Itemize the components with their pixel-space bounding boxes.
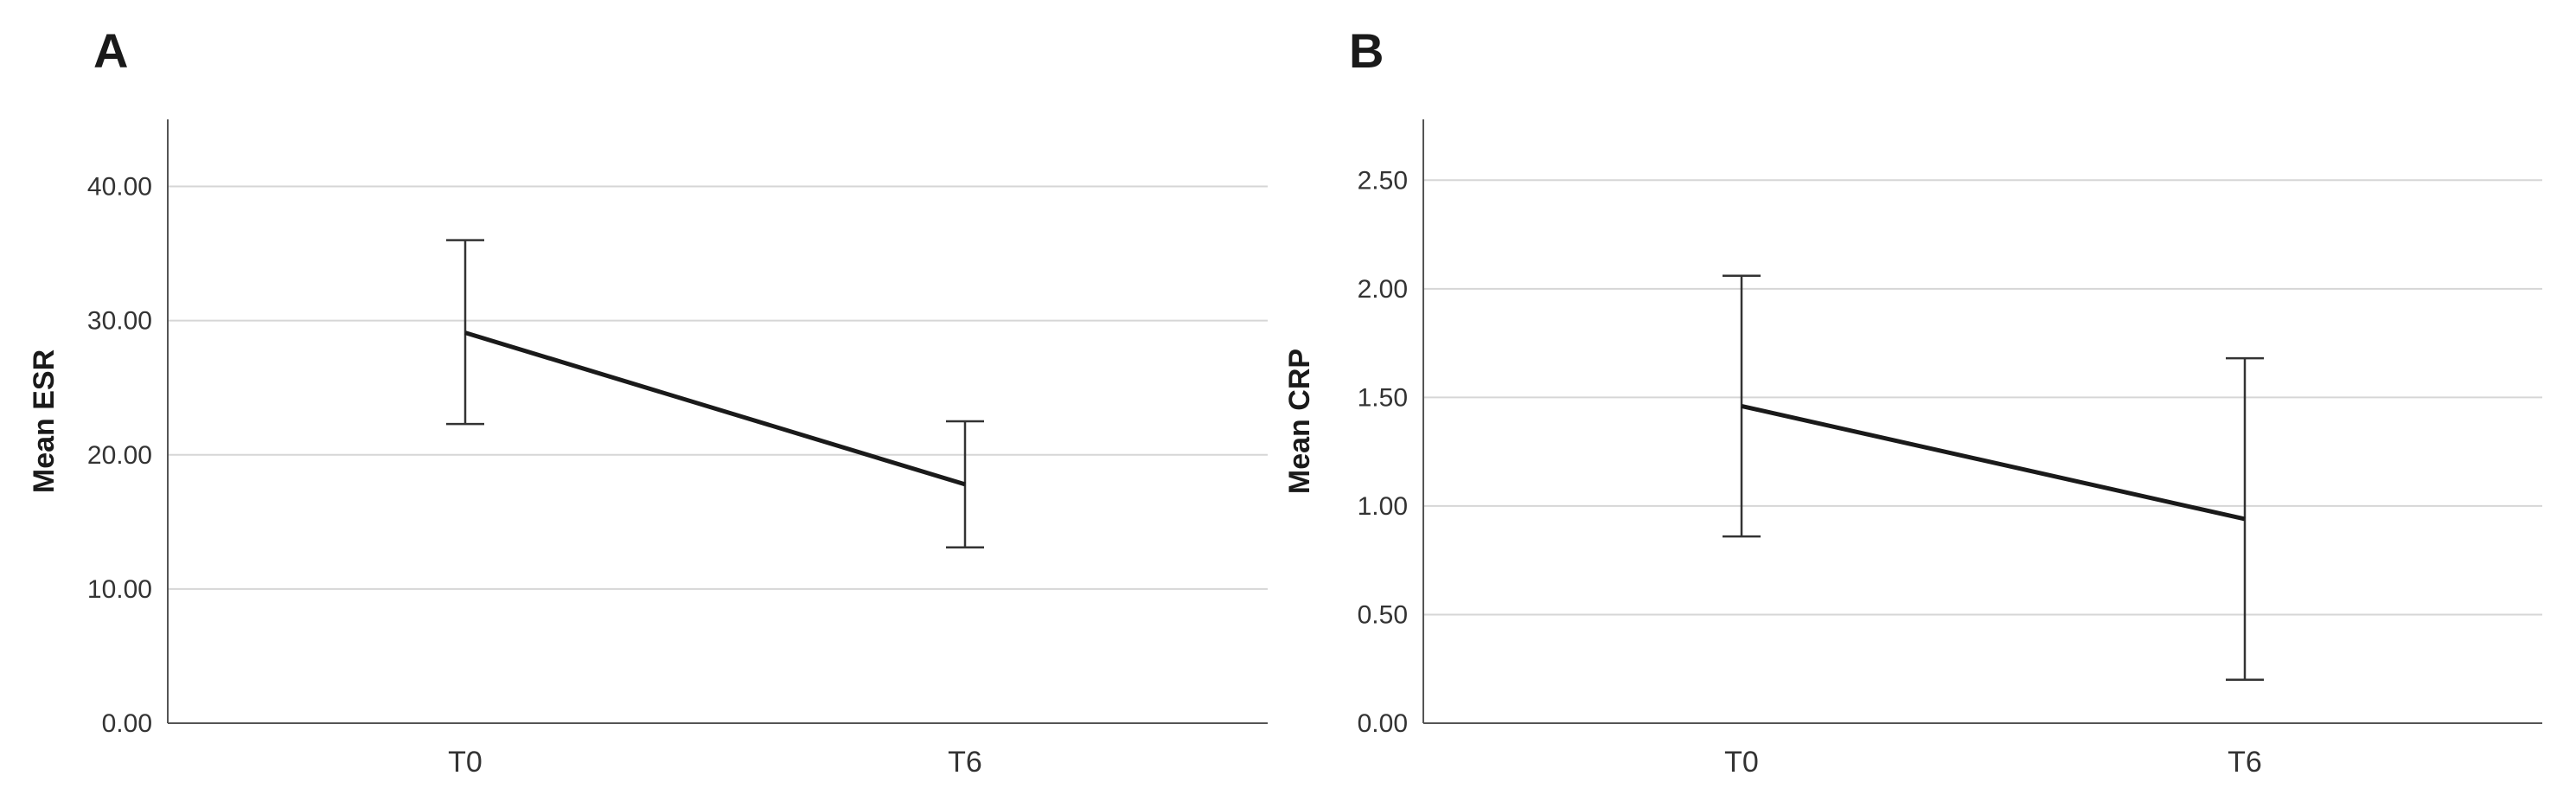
y-tick-label: 40.00 — [87, 173, 152, 202]
x-tick-label: T6 — [2228, 746, 2262, 779]
y-tick-label: 2.00 — [1358, 275, 1408, 304]
mean-line — [1741, 403, 2246, 522]
mean-line — [464, 330, 966, 487]
y-axis-label: Mean CRP — [1283, 349, 1316, 494]
y-tick-label: 20.00 — [87, 441, 152, 470]
y-tick-label: 1.00 — [1358, 492, 1408, 521]
panel-label: A — [93, 23, 128, 78]
x-tick-label: T0 — [1724, 746, 1759, 779]
y-tick-label: 2.50 — [1358, 166, 1408, 195]
y-tick-label: 10.00 — [87, 575, 152, 604]
y-tick-label: 0.00 — [102, 709, 152, 738]
chart-panel-a: A 0.00 10.00 20.00 30.00 40.00 Mean ESR T0 T6 — [28, 23, 1268, 779]
panel-label: B — [1349, 23, 1384, 78]
x-tick-label: T0 — [448, 746, 483, 779]
y-tick-label: 0.50 — [1358, 600, 1408, 629]
y-tick-label: 30.00 — [87, 307, 152, 336]
y-axis-label: Mean ESR — [28, 349, 61, 493]
x-tick-label: T6 — [948, 746, 982, 779]
chart-panel-b: B 0.00 0.50 1.00 1.50 2.00 2.50 Mean CRP T0 T6 — [1283, 23, 2542, 779]
y-tick-label: 0.00 — [1358, 709, 1408, 738]
y-tick-label: 1.50 — [1358, 383, 1408, 412]
